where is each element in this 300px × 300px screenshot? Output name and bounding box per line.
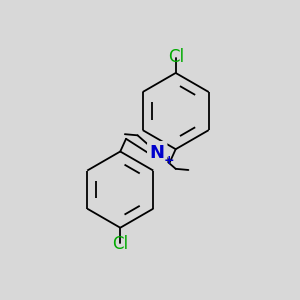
Text: Cl: Cl <box>112 235 128 253</box>
Text: +: + <box>164 154 174 167</box>
Text: Cl: Cl <box>168 48 184 66</box>
Text: N: N <box>150 144 165 162</box>
